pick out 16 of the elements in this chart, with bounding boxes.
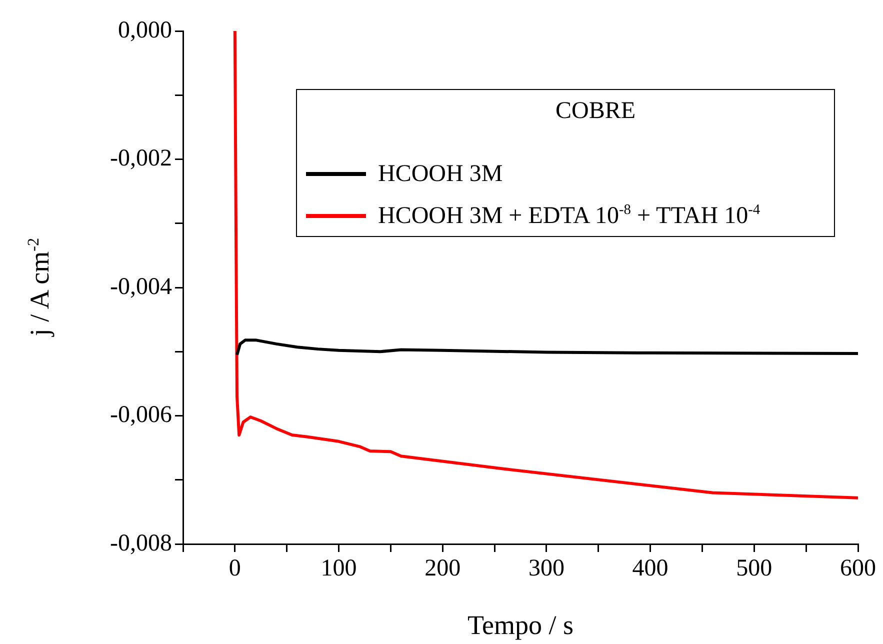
- x-tick-label: 300: [528, 556, 564, 582]
- legend-title: COBRE: [554, 98, 636, 125]
- y-tick-label: -0,002: [110, 146, 172, 172]
- y-tick-label: -0,008: [110, 530, 172, 556]
- x-tick-label: 500: [736, 556, 772, 582]
- x-tick-label: 100: [320, 556, 357, 582]
- x-tick-label: 200: [424, 556, 461, 582]
- x-tick-label: 400: [632, 556, 668, 582]
- x-axis-title: Tempo / s: [466, 610, 575, 641]
- x-tick-label: 600: [840, 556, 876, 582]
- y-tick-label: -0,004: [110, 274, 172, 300]
- legend-label: HCOOH 3M: [378, 160, 503, 188]
- y-tick-label: 0,000: [118, 17, 172, 44]
- y-tick-label: -0,006: [110, 402, 172, 428]
- legend-label: HCOOH 3M + EDTA 10$^{-8}$ + TTAH 10$^{-4}$: [378, 202, 760, 230]
- x-tick-label: 0: [228, 556, 241, 582]
